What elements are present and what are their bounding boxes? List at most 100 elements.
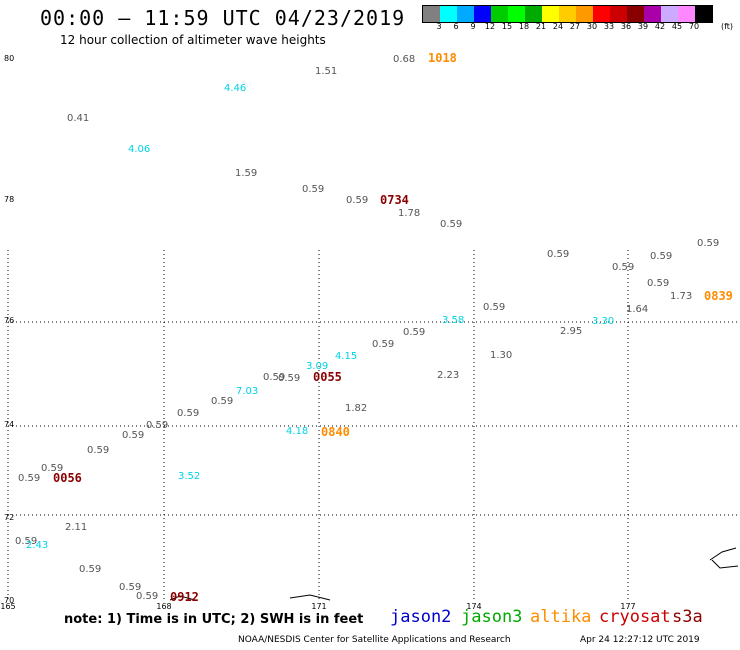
wave-height-value: 0.59	[697, 238, 719, 249]
pass-time-label: 0839	[704, 289, 733, 303]
lat-label: 72	[4, 513, 14, 522]
lon-label: 177	[620, 602, 635, 611]
lon-label: 168	[156, 602, 171, 611]
legend-swatch	[627, 6, 644, 22]
longitude-labels: 165 168 171 174 177	[0, 602, 635, 611]
wave-height-value: 4.46	[224, 83, 246, 94]
wave-height-value: 1.30	[490, 350, 512, 361]
legend-label: 9	[470, 22, 476, 31]
wave-height-value: 4.18	[286, 426, 308, 437]
footer-credit: NOAA/NESDIS Center for Satellite Applica…	[238, 635, 511, 645]
legend-swatch	[542, 6, 559, 22]
wave-height-value: 0.59	[122, 430, 144, 441]
wave-height-value: 0.68	[393, 54, 415, 65]
legend-unit: (ft)	[720, 22, 734, 31]
satellite-pass-times: 1018 0734 0839 0055 0840 0056 0912	[53, 51, 733, 604]
wave-height-value: 4.06	[128, 144, 150, 155]
wave-height-value: 0.59	[650, 251, 672, 262]
wave-height-value: 0.41	[67, 113, 89, 124]
wave-height-value: 0.59	[278, 373, 300, 384]
wave-height-value: 0.59	[136, 591, 158, 602]
lat-label: 70	[4, 596, 14, 605]
wave-height-value: 0.59	[87, 445, 109, 456]
wave-height-value: 1.59	[235, 168, 257, 179]
legend-label: 6	[453, 22, 459, 31]
legend-swatch	[661, 6, 678, 22]
legend-label: 30	[586, 22, 598, 31]
wave-height-value: 4.15	[335, 351, 357, 362]
map-title: 00:00 – 11:59 UTC 04/23/2019	[40, 6, 406, 30]
wave-height-value: 0.59	[15, 536, 37, 547]
coastline-east	[709, 547, 739, 569]
legend-swatch	[678, 6, 695, 22]
legend-swatch	[695, 6, 712, 22]
legend-label: 36	[620, 22, 632, 31]
wave-height-value: 0.59	[119, 582, 141, 593]
wave-height-value: 3.58	[442, 315, 464, 326]
wave-height-value: 7.03	[236, 386, 258, 397]
legend-label: 12	[484, 22, 496, 31]
legend-swatch	[644, 6, 661, 22]
legend-label: 21	[535, 22, 547, 31]
legend-swatch	[559, 6, 576, 22]
wave-height-value: 0.59	[612, 262, 634, 273]
wave-height-value: 3.30	[592, 316, 614, 327]
pass-time-label: 0056	[53, 471, 82, 485]
wave-height-value: 0.59	[263, 372, 285, 383]
wave-height-value: 0.59	[346, 195, 368, 206]
wave-height-value: 3.52	[178, 471, 200, 482]
lon-label: 171	[311, 602, 326, 611]
pass-time-label: 0055	[313, 370, 342, 384]
pass-time-label: 0840	[321, 425, 350, 439]
wave-height-value: 0.59	[211, 396, 233, 407]
coastline-southwest	[169, 595, 196, 601]
legend-swatch	[508, 6, 525, 22]
legend-label: 33	[603, 22, 615, 31]
satellite-legend-cryosat: cryosat	[599, 607, 671, 627]
wave-height-value: 2.95	[560, 326, 582, 337]
legend-label: 3	[436, 22, 442, 31]
lat-label: 80	[4, 54, 14, 63]
legend-swatch	[474, 6, 491, 22]
lon-label: 174	[466, 602, 481, 611]
satellite-legend-altika: altika	[530, 607, 592, 627]
pass-time-label: 1018	[428, 51, 457, 65]
map-subtitle: 12 hour collection of altimeter wave hei…	[60, 33, 326, 47]
legend-swatch	[610, 6, 627, 22]
legend-label: 42	[654, 22, 666, 31]
satellite-legend-s3a: s3a	[672, 607, 703, 627]
lat-label: 76	[4, 316, 14, 325]
satellite-legend-jason2: jason2	[390, 607, 452, 627]
pass-time-label: 0912	[170, 590, 199, 604]
wave-height-values: 0.681.514.460.414.061.590.590.591.780.59…	[15, 54, 719, 602]
coastline	[169, 547, 739, 601]
wave-height-value: 0.59	[440, 219, 462, 230]
latitude-labels: 80 78 76 74 72 70	[4, 54, 14, 605]
satellite-legend-jason3: jason3	[461, 607, 523, 627]
legend-label: 18	[518, 22, 530, 31]
wave-height-value: 1.64	[626, 304, 648, 315]
wave-height-value: 2.23	[437, 370, 459, 381]
color-scale-labels: 3 6 9 12 15 18 21 24 27 30 33 36 39 42 45 70 (ft)	[422, 22, 740, 36]
wave-height-value: 0.59	[647, 278, 669, 289]
wave-height-value: 2.11	[65, 522, 87, 533]
lat-label: 74	[4, 420, 14, 429]
legend-label: 24	[552, 22, 564, 31]
wave-height-value: 3.09	[306, 361, 328, 372]
wave-height-value: 0.59	[79, 564, 101, 575]
wave-height-value: 0.59	[41, 463, 63, 474]
pass-time-label: 0734	[380, 193, 409, 207]
legend-swatch	[576, 6, 593, 22]
wave-height-value: 0.59	[302, 184, 324, 195]
lon-label: 165	[0, 602, 15, 611]
wave-height-value: 0.59	[403, 327, 425, 338]
lat-label: 78	[4, 195, 14, 204]
legend-label: 15	[501, 22, 513, 31]
legend-label: 39	[637, 22, 649, 31]
legend-swatch	[440, 6, 457, 22]
footer-timestamp: Apr 24 12:27:12 UTC 2019	[580, 635, 700, 645]
wave-height-value: 1.78	[398, 208, 420, 219]
legend-label: 27	[569, 22, 581, 31]
wave-height-value: 1.51	[315, 66, 337, 77]
